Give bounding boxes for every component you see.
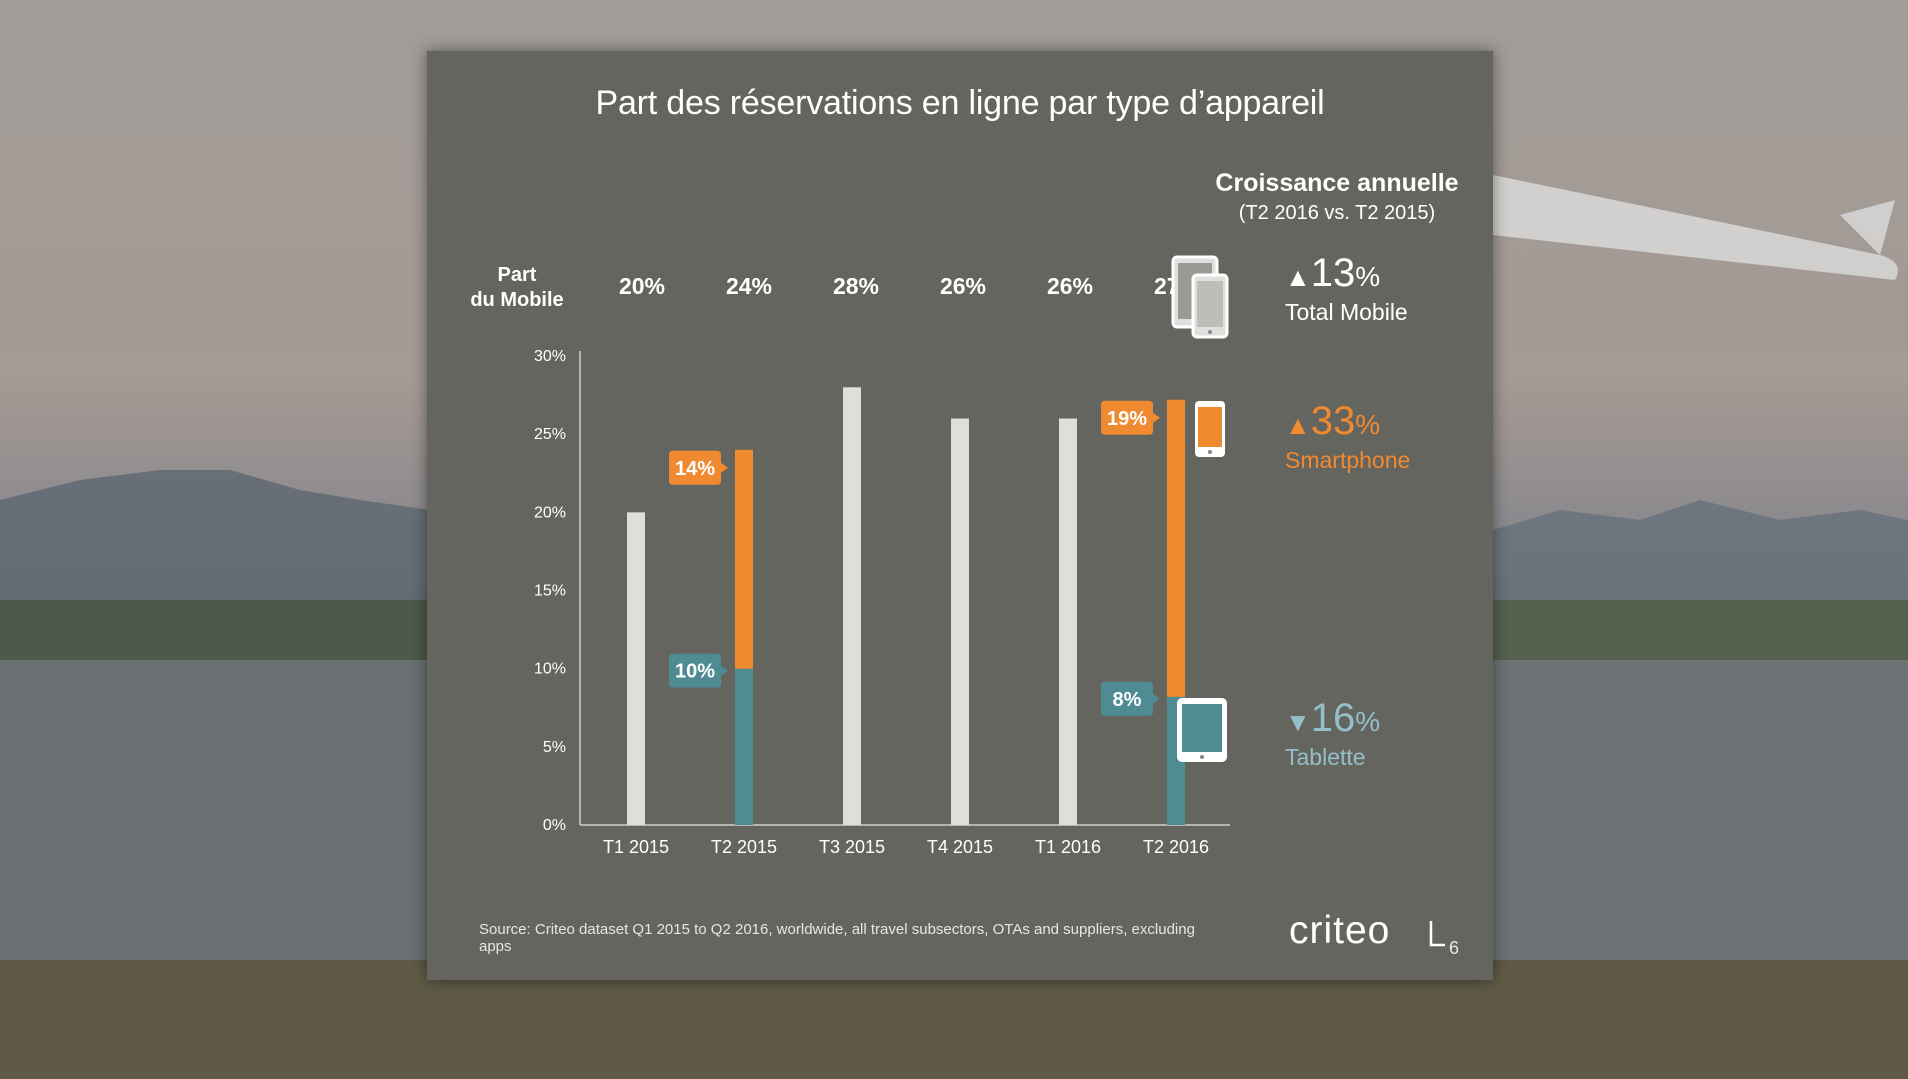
growth-value: 13 [1310,251,1356,295]
data-label: 19% [1107,408,1147,430]
data-label: 14% [675,458,715,480]
x-tick-label: T1 2016 [1035,837,1101,857]
y-tick-label: 25% [534,426,566,443]
mobile-share-value: 28% [832,273,880,299]
devices-icon [1171,255,1229,339]
x-tick-label: T3 2015 [819,837,885,857]
criteo-logo: criteo [1289,909,1391,952]
legend-tablet-growth: ▼16% [1285,696,1380,741]
page-number: 6 [1449,938,1460,958]
total-mobile-bar [843,387,861,825]
tablet-bar [735,668,753,825]
data-label: 8% [1113,689,1142,711]
slide: Part des réservations en ligne par type … [427,51,1493,980]
total-mobile-bar [1059,418,1077,825]
mobile-share-value: 26% [939,273,987,299]
total-mobile-bar [627,512,645,825]
down-arrow-icon: ▼ [1285,707,1311,737]
growth-unit: % [1355,706,1381,737]
x-tick-label: T2 2016 [1143,837,1209,857]
legend-tablet-label: Tablette [1285,744,1366,770]
y-tick-label: 5% [543,739,566,756]
mobile-share-label: Part du Mobile [457,263,577,313]
y-tick-label: 30% [534,348,566,365]
growth-unit: % [1355,409,1381,440]
bar-chart: 0% 5% 10% 15% 20% 25% 30% T1 2015 T2 2015 T3 2015… [534,348,1230,857]
data-label-callout [669,450,728,485]
data-label-callout [669,653,728,688]
growth-subheading: (T2 2016 vs. T2 2015) [1238,202,1436,224]
smartphone-bar [1167,399,1185,697]
y-tick-label: 20% [534,504,566,521]
growth-value: 16 [1310,696,1356,740]
up-arrow-icon: ▲ [1285,262,1311,292]
mobile-share-label-line2: du Mobile [470,289,564,311]
data-label-callout [1101,681,1160,716]
smartphone-bar [735,449,753,669]
y-tick-label: 15% [534,583,566,600]
growth-heading-text: Croissance annuelle [1215,169,1459,197]
growth-unit: % [1355,261,1381,292]
legend-total-mobile: ▲13% Total Mobile [1171,251,1487,351]
legend-smartphone-growth: ▲33% [1285,399,1380,444]
legend-total-mobile-growth: ▲13% [1285,251,1380,296]
legend-smartphone: ▲33% Smartphone [1195,399,1487,499]
x-tick-label: T2 2015 [711,837,777,857]
mobile-share-value: 26% [1046,273,1094,299]
x-tick-label: T1 2015 [603,837,669,857]
logo-mark-icon [1429,921,1445,947]
legend-total-mobile-label: Total Mobile [1285,299,1408,325]
growth-heading: Croissance annuelle (T2 2016 vs. T2 2015… [1187,169,1487,225]
source-note: Source: Criteo dataset Q1 2015 to Q2 201… [479,921,1195,955]
data-label: 10% [675,661,715,683]
mobile-share-value: 24% [725,273,773,299]
chart-title: Part des réservations en ligne par type … [595,84,1325,122]
growth-value: 33 [1310,399,1356,443]
up-arrow-icon: ▲ [1285,410,1311,440]
total-mobile-bar [951,418,969,825]
smartphone-icon [1195,401,1225,457]
x-tick-label: T4 2015 [927,837,993,857]
airplane-icon [1493,175,1898,280]
mobile-share-value: 20% [618,273,666,299]
y-tick-label: 0% [543,817,566,834]
data-label-callout [1101,400,1160,435]
tablet-icon [1177,698,1227,762]
legend-smartphone-label: Smartphone [1285,447,1411,473]
y-tick-label: 10% [534,661,566,678]
mobile-share-label-line1: Part [497,264,537,286]
legend-tablet: ▼16% Tablette [1177,696,1487,796]
